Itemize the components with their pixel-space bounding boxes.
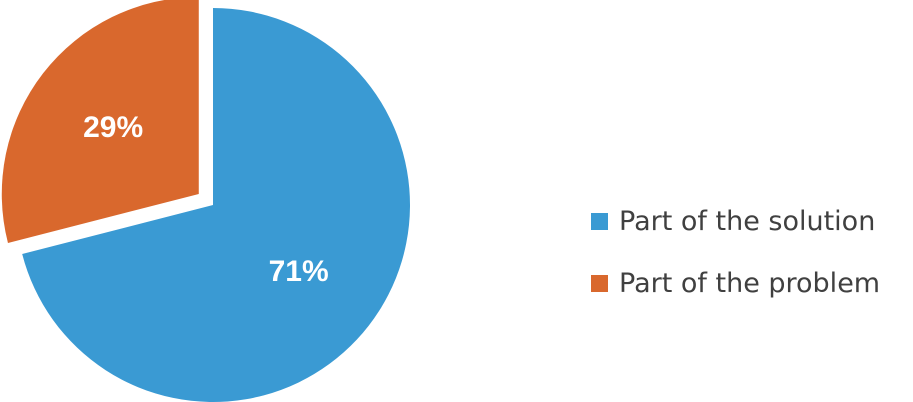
legend-label-solution: Part of the solution	[619, 205, 876, 237]
data-label-problem: 29%	[83, 111, 143, 144]
pie-slices	[1, 0, 410, 402]
legend-swatch-problem	[591, 274, 608, 292]
slice-solution	[22, 8, 410, 402]
legend-item-solution: Part of the solution	[591, 203, 909, 239]
pie-data-labels: 71% 29%	[83, 111, 328, 288]
data-label-solution: 71%	[269, 255, 329, 288]
legend-swatch-solution	[591, 212, 608, 230]
legend-label-problem: Part of the problem	[619, 267, 881, 299]
legend-item-problem: Part of the problem	[591, 265, 909, 301]
legend: Part of the solution Part of the problem	[591, 203, 909, 327]
slice-problem	[1, 0, 199, 243]
